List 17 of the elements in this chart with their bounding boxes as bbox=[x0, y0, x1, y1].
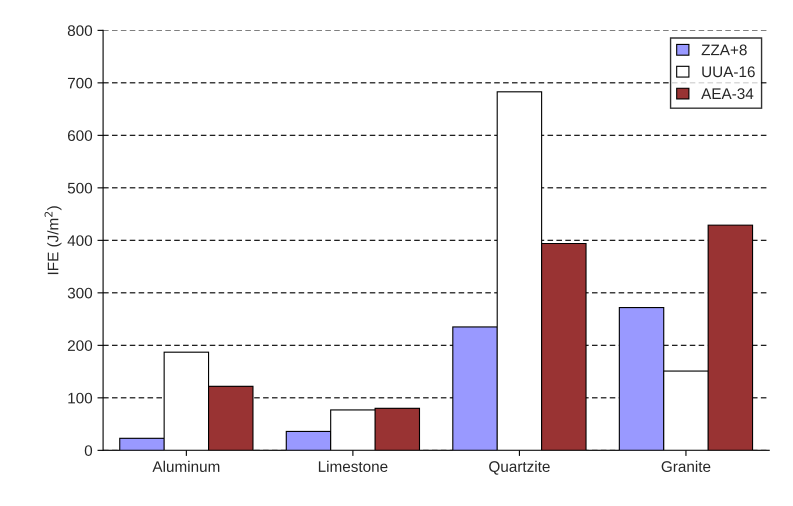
y-axis-title: IFE (J/m$^{2}$) bbox=[44, 206, 62, 274]
y-tick-label: 100 bbox=[68, 392, 92, 404]
x-tick-label: Aluminum bbox=[152, 460, 220, 472]
y-tick-label: 200 bbox=[68, 340, 92, 352]
y-tick-label: 300 bbox=[68, 288, 92, 299]
legend-label: AEA-34 bbox=[701, 88, 754, 100]
y-tick-label: 0 bbox=[84, 445, 92, 456]
x-tick-label: Limestone bbox=[318, 460, 388, 472]
y-tick-label: 400 bbox=[68, 235, 92, 246]
y-tick-label: 800 bbox=[68, 25, 92, 36]
x-tick-label: Quartzite bbox=[489, 460, 550, 475]
y-tick-label: 700 bbox=[68, 78, 92, 89]
legend-label: ZZA+8 bbox=[702, 44, 747, 56]
y-tick-label: 500 bbox=[68, 182, 92, 194]
y-tick-label: 600 bbox=[68, 130, 92, 142]
legend-label: UUA-16 bbox=[702, 66, 755, 78]
x-tick-label: Granite bbox=[662, 460, 710, 472]
